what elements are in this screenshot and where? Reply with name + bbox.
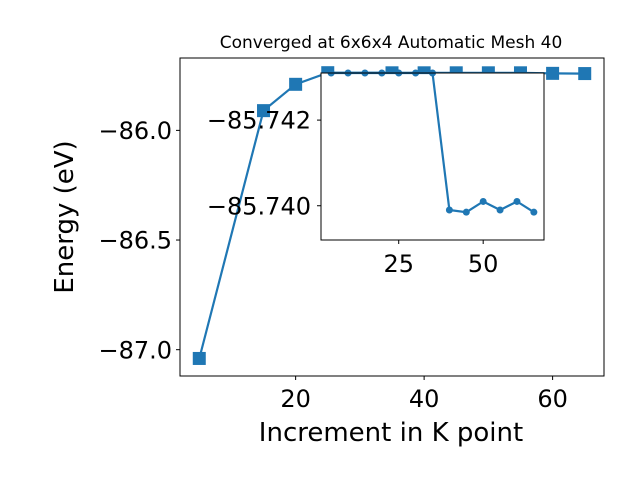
main-x-tick-label: 20 — [280, 385, 311, 413]
main-data-point — [192, 351, 206, 365]
inset-data-point — [530, 208, 538, 216]
main-x-tick-label: 60 — [537, 385, 568, 413]
inset-x-tick-label: 50 — [468, 250, 499, 278]
inset-data-point — [479, 197, 487, 205]
main-plot-area: 20 40 60 −87.0 −86.5 −86.0 — [98, 66, 592, 413]
main-y-tick-label: −86.5 — [98, 227, 172, 255]
inset-data-point — [513, 197, 521, 205]
main-data-point — [546, 66, 560, 80]
inset-data-point — [496, 206, 504, 214]
inset-y-tick-label: −85.740 — [207, 192, 311, 220]
main-data-point — [578, 67, 592, 81]
inset-y-tick-label: −85.742 — [207, 107, 311, 135]
main-x-tick-label: 40 — [409, 385, 440, 413]
inset-x-tick-label: 25 — [383, 250, 414, 278]
inset-background — [321, 73, 544, 240]
main-data-point — [289, 77, 303, 91]
x-axis-label: Increment in K point — [259, 418, 523, 448]
y-axis-label: Energy (eV) — [50, 140, 80, 293]
inset-axes-frame — [320, 72, 545, 241]
main-y-tick-label: −86.0 — [98, 117, 172, 145]
inset-data-point — [462, 208, 470, 216]
chart-title: Converged at 6x6x4 Automatic Mesh 40 — [220, 33, 563, 53]
inset-data-point — [445, 206, 453, 214]
main-y-tick-label: −87.0 — [98, 336, 172, 364]
main-data-point — [257, 104, 271, 118]
main-axes-frame — [179, 57, 605, 377]
